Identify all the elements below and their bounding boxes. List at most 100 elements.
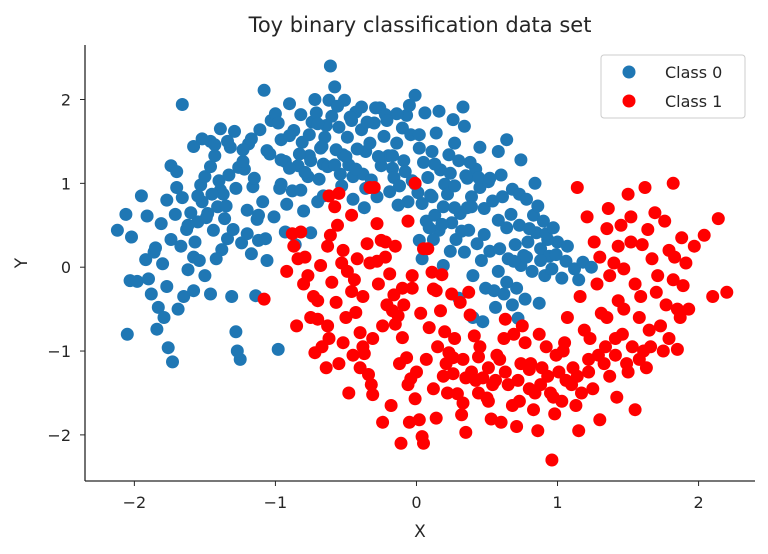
data-point bbox=[360, 237, 374, 251]
data-point bbox=[151, 300, 165, 314]
data-point bbox=[632, 311, 646, 324]
data-point bbox=[367, 181, 381, 194]
data-point bbox=[645, 252, 659, 266]
data-point bbox=[401, 378, 415, 392]
y-tick-label: 1 bbox=[61, 174, 71, 193]
data-point bbox=[395, 331, 409, 345]
data-point bbox=[380, 114, 394, 127]
data-point bbox=[600, 222, 614, 236]
data-point bbox=[187, 284, 201, 298]
data-point bbox=[376, 415, 390, 429]
data-point bbox=[139, 253, 153, 267]
data-point bbox=[463, 308, 477, 322]
data-point bbox=[486, 378, 500, 392]
data-point bbox=[474, 254, 488, 267]
data-point bbox=[205, 187, 219, 201]
data-point bbox=[456, 100, 470, 114]
data-point bbox=[500, 275, 514, 289]
data-point bbox=[377, 129, 391, 143]
data-point bbox=[356, 290, 370, 303]
data-point bbox=[209, 252, 223, 266]
data-point bbox=[711, 212, 725, 226]
data-point bbox=[244, 247, 258, 261]
data-point bbox=[628, 277, 642, 291]
data-point bbox=[244, 132, 258, 146]
data-point bbox=[470, 237, 484, 251]
data-point bbox=[353, 326, 367, 340]
data-point bbox=[208, 138, 222, 152]
data-point bbox=[617, 262, 631, 276]
data-point bbox=[462, 285, 476, 299]
data-point bbox=[257, 292, 271, 306]
data-point bbox=[418, 106, 432, 120]
data-point bbox=[291, 252, 305, 266]
data-point bbox=[184, 206, 198, 220]
data-point bbox=[393, 357, 406, 371]
data-point bbox=[331, 218, 344, 232]
data-point bbox=[539, 340, 553, 354]
x-tick-label: −2 bbox=[123, 493, 147, 512]
data-point bbox=[401, 214, 415, 228]
data-point bbox=[308, 346, 322, 360]
data-point bbox=[491, 145, 505, 158]
data-point bbox=[393, 179, 406, 193]
data-point bbox=[174, 239, 188, 253]
data-point bbox=[586, 382, 600, 396]
chart-title: Toy binary classification data set bbox=[248, 13, 592, 37]
data-point bbox=[644, 340, 658, 354]
data-point bbox=[617, 302, 631, 316]
x-tick-label: 1 bbox=[552, 493, 562, 512]
data-point bbox=[130, 274, 144, 288]
data-point bbox=[601, 202, 615, 215]
data-point bbox=[309, 106, 323, 120]
data-point bbox=[206, 223, 220, 237]
data-point bbox=[682, 302, 696, 316]
y-tick-label: −2 bbox=[47, 426, 71, 445]
data-point bbox=[521, 235, 535, 249]
data-point bbox=[511, 373, 525, 387]
data-point bbox=[473, 340, 487, 354]
y-tick-label: 2 bbox=[61, 91, 71, 110]
data-point bbox=[378, 235, 392, 249]
data-point bbox=[426, 382, 440, 396]
data-point bbox=[662, 332, 676, 345]
data-point bbox=[656, 344, 670, 358]
data-point bbox=[515, 319, 529, 333]
data-point bbox=[192, 254, 206, 267]
data-point bbox=[603, 269, 617, 283]
data-point bbox=[549, 348, 563, 362]
data-point bbox=[641, 223, 655, 236]
data-point bbox=[414, 306, 428, 320]
data-point bbox=[332, 357, 346, 371]
data-point bbox=[593, 250, 607, 264]
data-point bbox=[435, 268, 449, 282]
data-point bbox=[408, 176, 422, 190]
data-point bbox=[441, 386, 454, 400]
data-point bbox=[349, 306, 363, 319]
data-point bbox=[191, 189, 205, 203]
data-point bbox=[263, 147, 277, 161]
data-point bbox=[329, 295, 343, 309]
y-tick-label: 0 bbox=[61, 258, 71, 277]
data-point bbox=[546, 221, 560, 235]
data-point bbox=[356, 340, 370, 354]
x-tick-label: 0 bbox=[411, 493, 421, 512]
data-point bbox=[501, 378, 515, 392]
data-point bbox=[522, 363, 536, 376]
data-point bbox=[260, 254, 274, 267]
data-point bbox=[670, 342, 684, 356]
data-point bbox=[236, 143, 250, 157]
data-point bbox=[582, 365, 596, 379]
data-point bbox=[465, 190, 478, 204]
data-point bbox=[489, 300, 502, 314]
data-point bbox=[706, 290, 720, 303]
data-point bbox=[175, 98, 189, 111]
data-point bbox=[412, 128, 426, 142]
data-point bbox=[350, 142, 364, 156]
data-point bbox=[505, 298, 519, 312]
data-point bbox=[448, 201, 462, 215]
data-point bbox=[559, 254, 573, 268]
data-point bbox=[253, 123, 267, 137]
data-point bbox=[350, 252, 364, 266]
data-point bbox=[634, 290, 648, 303]
